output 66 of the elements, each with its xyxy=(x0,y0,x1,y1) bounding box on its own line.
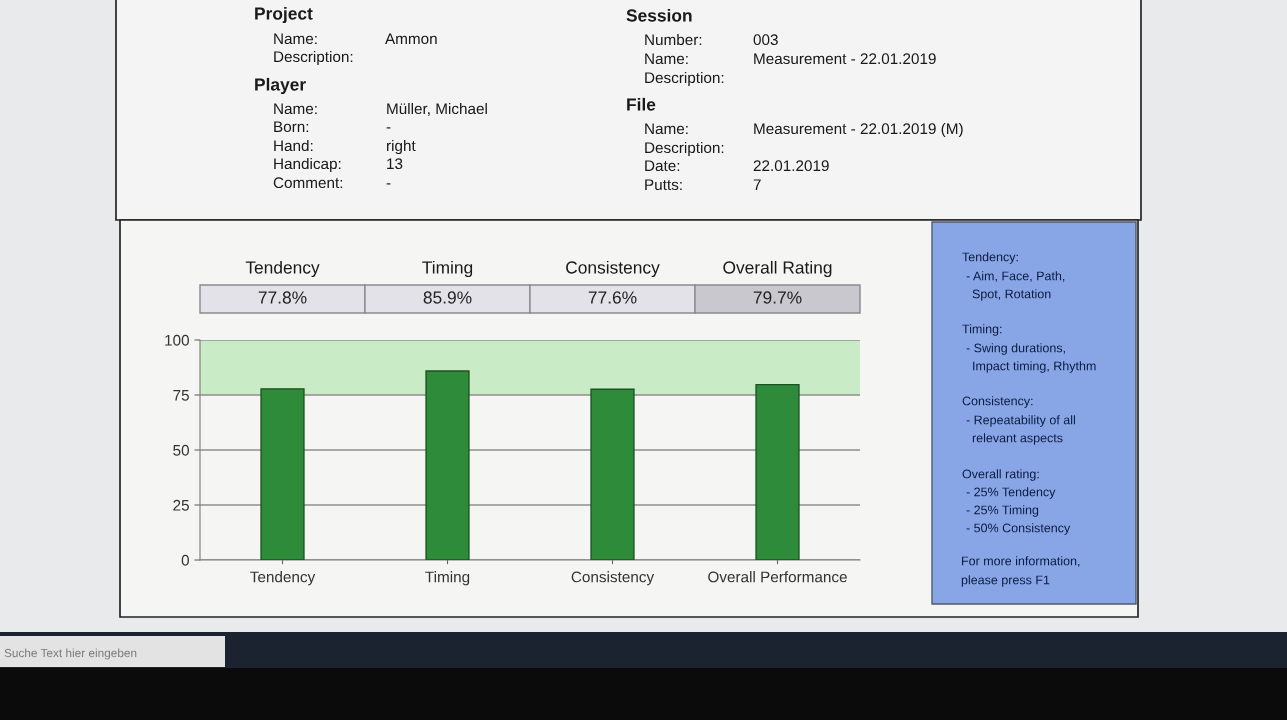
text: Date: xyxy=(645,160,680,172)
y-tick-label: 25 xyxy=(173,499,189,511)
text: Measurement - 22.01.2019 (M) xyxy=(754,122,963,138)
text: Overall rating: xyxy=(962,469,1039,481)
text: Suche Text hier eingeben xyxy=(4,648,137,660)
text: Impact timing, Rhythm xyxy=(973,361,1096,373)
text: Measurement - 22.01.2019 xyxy=(754,53,936,65)
text: Consistency: xyxy=(962,396,1033,408)
text: please press F1 xyxy=(961,575,1050,587)
text: Hand: xyxy=(274,139,313,152)
text: Name: xyxy=(274,103,317,115)
text: Session xyxy=(626,8,692,22)
text: Born: xyxy=(274,121,309,133)
text: - Aim, Face, Path, xyxy=(966,271,1065,282)
text: - xyxy=(386,183,391,185)
text: 7 xyxy=(753,179,761,190)
text: - Swing durations, xyxy=(966,343,1065,355)
text: Name: xyxy=(645,53,688,65)
text: Müller, Michael xyxy=(387,102,487,116)
text: - 25% Tendency xyxy=(966,487,1056,499)
y-tick-label: 75 xyxy=(173,390,189,401)
text: Overall Rating xyxy=(723,260,832,278)
text: Name: xyxy=(274,33,317,45)
text: Spot, Rotation xyxy=(972,289,1051,301)
text: Description: xyxy=(645,71,724,87)
text: - 25% Timing xyxy=(966,505,1039,517)
text: Tendency xyxy=(245,260,320,278)
data-label: 85.9% xyxy=(423,291,472,304)
text: Name: xyxy=(645,123,688,135)
x-tick-label: Timing xyxy=(425,571,470,586)
data-label: 79.7% xyxy=(753,291,802,304)
data-label: 77.8% xyxy=(258,291,307,304)
text: - xyxy=(386,127,391,129)
bar xyxy=(590,388,635,560)
text: File xyxy=(627,97,656,111)
text: Putts: xyxy=(645,179,682,191)
bar xyxy=(260,388,305,560)
text: 13 xyxy=(387,158,403,170)
text: Project xyxy=(255,6,313,24)
y-tick-label: 0 xyxy=(181,554,189,566)
text: Description: xyxy=(645,141,724,157)
text: Description: xyxy=(274,50,353,66)
text: Consistency xyxy=(566,260,660,278)
text: - Repeatability of all xyxy=(966,415,1075,427)
bar xyxy=(755,383,800,560)
text: 22.01.2019 xyxy=(753,160,829,172)
text: Number: xyxy=(645,33,702,46)
x-tick-label: Tendency xyxy=(250,571,316,586)
data-label: 77.6% xyxy=(588,291,637,304)
y-tick-label: 50 xyxy=(173,444,189,456)
text: For more information, xyxy=(962,556,1080,567)
text: 003 xyxy=(753,34,778,46)
text: Tendency: xyxy=(962,252,1018,264)
text: Timing xyxy=(422,260,473,278)
text: Ammon xyxy=(385,33,437,45)
text: Handicap: xyxy=(274,157,341,173)
text: Player xyxy=(255,77,306,95)
text: Comment: xyxy=(273,177,343,189)
x-tick-label: Overall Performance xyxy=(708,571,847,583)
x-tick-label: Consistency xyxy=(571,571,655,586)
text: Timing: xyxy=(962,324,1002,336)
bar xyxy=(425,370,470,560)
text: - 50% Consistency xyxy=(966,523,1071,535)
y-tick-label: 100 xyxy=(165,334,189,346)
text: right xyxy=(387,139,416,155)
text: relevant aspects xyxy=(972,433,1063,445)
